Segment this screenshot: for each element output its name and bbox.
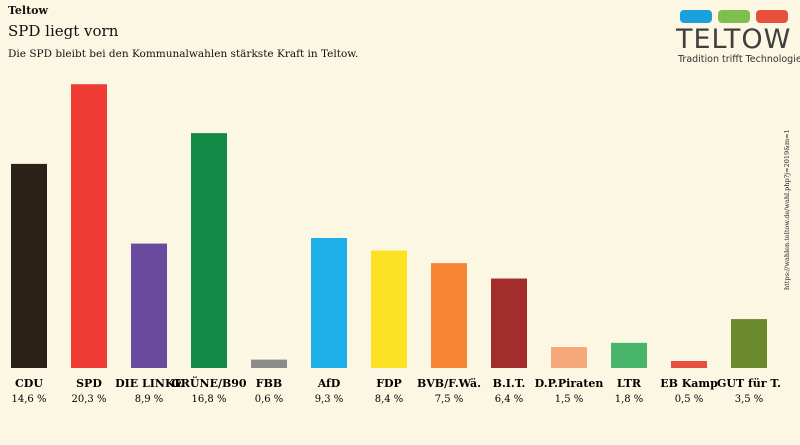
chart-title: SPD liegt vorn <box>8 22 119 40</box>
value-labels: 14,6 % 20,3 % 8,9 % 16,8 % 0,6 % 9,3 % 8,4 % 7,… <box>12 394 764 405</box>
value-label-3: 16,8 % <box>192 394 227 405</box>
logo-tile-blue <box>680 10 712 23</box>
bar-8 <box>491 278 527 368</box>
category-label-5: AfD <box>317 377 341 390</box>
value-label-9: 1,5 % <box>555 394 584 405</box>
chart-kicker: Teltow <box>8 4 48 17</box>
category-label-8: B.I.T. <box>493 377 526 390</box>
value-label-6: 8,4 % <box>375 394 404 405</box>
value-label-7: 7,5 % <box>435 394 464 405</box>
bar-10 <box>611 342 647 368</box>
logo-tagline: Tradition trifft Technologie. <box>678 54 800 65</box>
source-note: https://wahlen.teltow.de/wahl.php?j=2019… <box>783 129 791 290</box>
category-label-3: GRÜNE/B90 <box>171 376 247 390</box>
logo-tile-green <box>718 10 750 23</box>
value-label-1: 20,3 % <box>72 394 107 405</box>
bar-11 <box>671 361 707 368</box>
value-label-8: 6,4 % <box>495 394 524 405</box>
value-label-10: 1,8 % <box>615 394 644 405</box>
bar-9 <box>551 347 587 368</box>
category-label-10: LTR <box>617 377 642 390</box>
category-label-11: EB Kamp <box>660 377 718 390</box>
category-label-7: BVB/F.Wä. <box>417 377 481 390</box>
value-label-0: 14,6 % <box>12 394 47 405</box>
bars-group <box>11 84 767 369</box>
category-label-6: FDP <box>376 377 402 390</box>
logo-wordmark: TELTOW <box>676 24 792 55</box>
chart-subtitle: Die SPD bleibt bei den Kommunalwahlen st… <box>8 48 359 60</box>
value-label-12: 3,5 % <box>735 394 764 405</box>
bar-1 <box>71 84 107 369</box>
bar-7 <box>431 263 467 368</box>
category-label-1: SPD <box>76 377 102 390</box>
category-label-0: CDU <box>15 377 43 390</box>
category-label-4: FBB <box>256 377 282 390</box>
category-label-9: D.P.Piraten <box>535 377 604 390</box>
bar-2 <box>131 243 167 368</box>
category-label-12: GUT für T. <box>717 377 781 390</box>
bar-6 <box>371 250 407 368</box>
bar-12 <box>731 319 767 368</box>
logo-tiles <box>680 10 796 23</box>
category-label-2: DIE LINKE <box>115 377 183 390</box>
bar-5 <box>311 237 347 368</box>
logo-tile-red <box>756 10 788 23</box>
bar-3 <box>191 133 227 368</box>
value-label-2: 8,9 % <box>135 394 164 405</box>
value-label-11: 0,5 % <box>675 394 704 405</box>
value-label-4: 0,6 % <box>255 394 284 405</box>
teltow-logo: TELTOW Tradition trifft Technologie. <box>676 10 800 76</box>
bar-4 <box>251 359 287 368</box>
value-label-5: 9,3 % <box>315 394 344 405</box>
bar-0 <box>11 163 47 368</box>
